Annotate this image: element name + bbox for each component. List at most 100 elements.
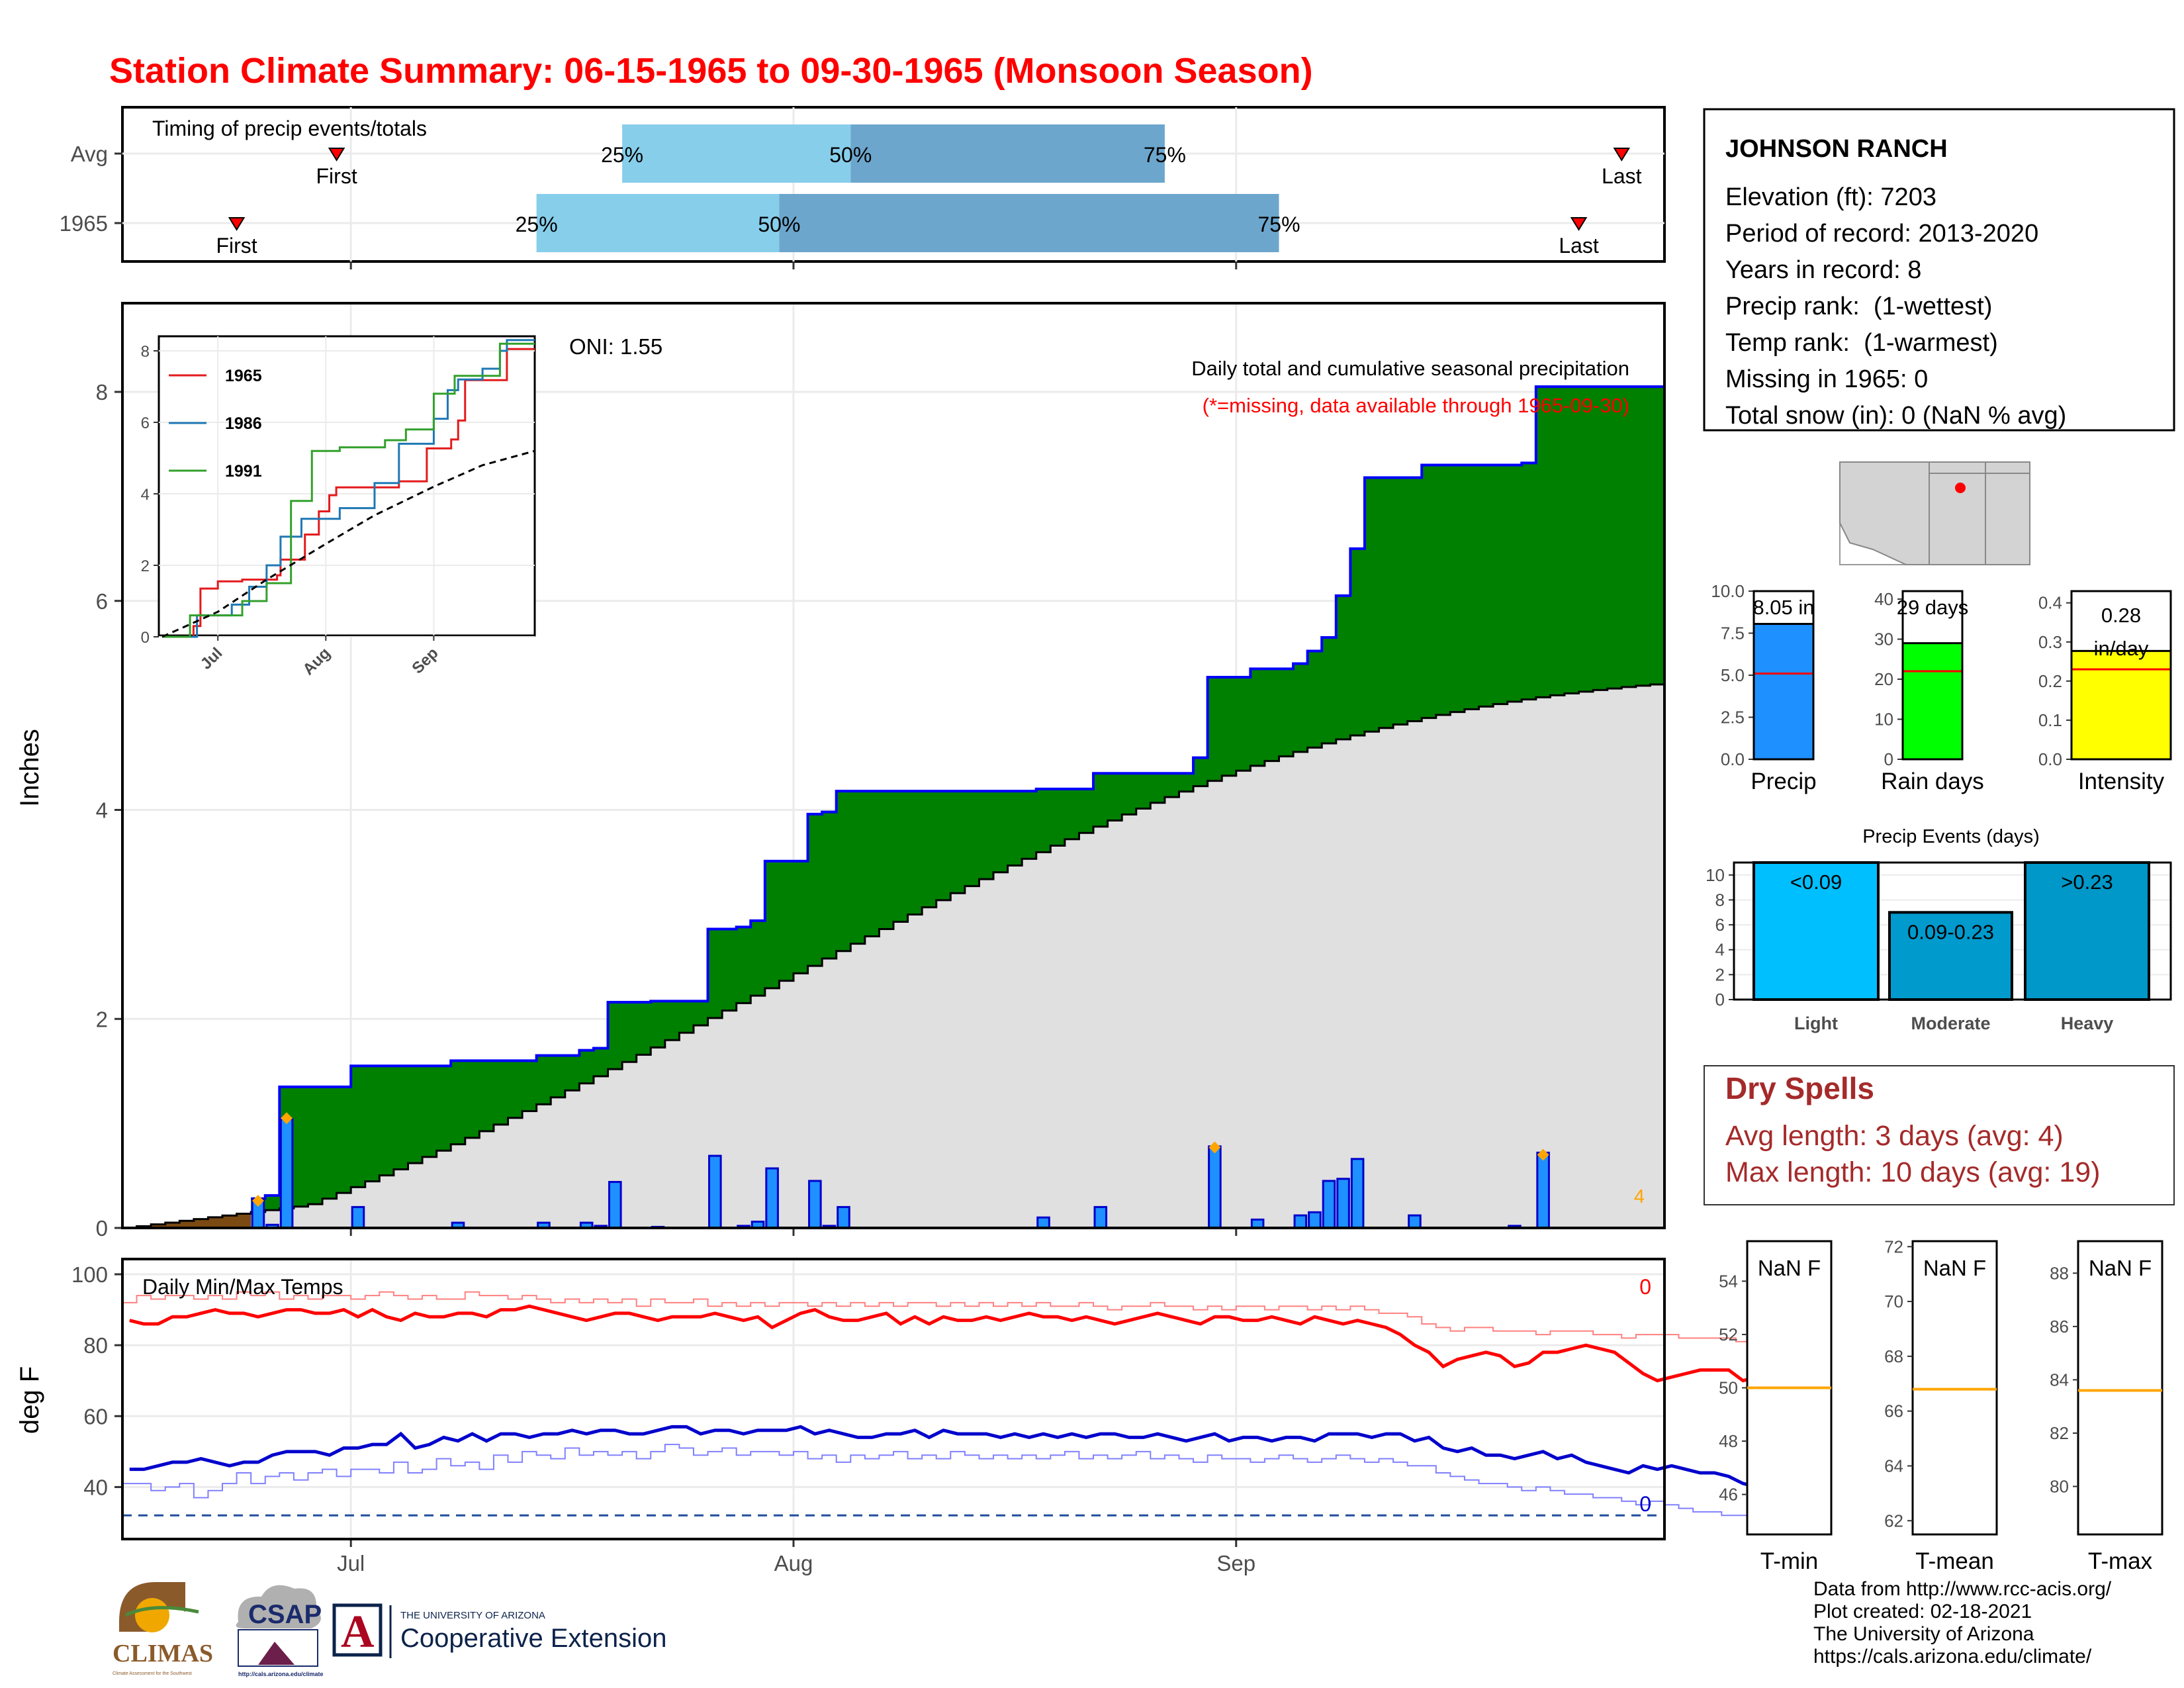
oni-label: ONI: 1.55 <box>569 334 662 359</box>
credit-university: The University of Arizona <box>1813 1623 2034 1645</box>
observed-cumulative-line <box>251 385 1664 1200</box>
timing-last-label: Last <box>1559 234 1599 258</box>
t-mean-ytick-label: 62 <box>1884 1511 1903 1530</box>
logo-strip: CLIMAS Climate Assessment for the Southw… <box>113 1582 666 1677</box>
inset-ytick-label: 2 <box>141 557 150 575</box>
rain-days-ytick-label: 10 <box>1874 710 1893 729</box>
timing-box-50-75 <box>779 194 1279 252</box>
daily-precip-bar <box>1308 1211 1322 1229</box>
timing-box-50-75 <box>850 124 1165 183</box>
timing-box-25-50 <box>622 124 851 183</box>
intensity-value-label: 0.28 <box>2101 604 2141 627</box>
precip-ylabel: Inches <box>15 729 44 807</box>
credits-block: Data from http://www.rcc-acis.org/ Plot … <box>1813 1578 2111 1668</box>
dry-spells-avg: Avg length: 3 days (avg: 4) <box>1725 1120 2064 1152</box>
rain-days-category-label: Rain days <box>1881 769 1984 794</box>
missing-count-label: 4 <box>1634 1186 1645 1207</box>
precip-category-label: Precip <box>1751 769 1816 794</box>
t-mean-ytick-label: 72 <box>1884 1237 1903 1256</box>
events-ytick-label: 6 <box>1715 915 1725 935</box>
t-max-value-label: NaN F <box>2089 1256 2152 1280</box>
events-ytick-label: 2 <box>1715 964 1725 984</box>
average-cumulative-area <box>122 684 1664 1228</box>
daily-precip-bar <box>1336 1178 1350 1229</box>
events-bar-moderate <box>1888 911 2013 1001</box>
events-bar-light <box>1752 861 1880 1001</box>
timing-row-label: Avg <box>71 142 108 166</box>
timing-first-marker <box>228 217 246 231</box>
record-diamond-marker <box>1537 1149 1549 1161</box>
rain-days-bar <box>1901 642 1964 761</box>
precip-ytick-label: 5.0 <box>1721 665 1745 685</box>
t-max-category-label: T-max <box>2088 1548 2153 1574</box>
timing-label: Timing of precip events/totals <box>152 117 427 140</box>
daily-precip-bar <box>708 1154 722 1229</box>
daily-precip-bar <box>351 1205 365 1229</box>
station-location-dot <box>1955 483 1966 493</box>
events-ytick-label: 8 <box>1715 890 1725 910</box>
precip-panel: 0 2 4 6 8 Inches Daily total and cumulative se… <box>15 302 1666 1241</box>
precip-ytick-label: 10.0 <box>1711 581 1745 601</box>
intensity-ytick-label: 0.4 <box>2038 593 2062 613</box>
intensity-category-label: Intensity <box>2078 769 2165 794</box>
inset-ytick-label: 6 <box>141 414 150 432</box>
intensity-bar <box>2070 649 2172 761</box>
events-ytick-label: 0 <box>1715 990 1725 1009</box>
station-missing: Missing in 1965: 0 <box>1725 365 1928 393</box>
rain-days-ytick-label: 20 <box>1874 669 1893 689</box>
average-cumulative-line <box>122 683 1664 1229</box>
locator-map <box>1839 461 2030 565</box>
tmin-average-line <box>122 1444 1779 1520</box>
temp-ytick-label: 60 <box>83 1404 108 1429</box>
events-category-label: Light <box>1794 1013 1838 1033</box>
station-period: Period of record: 2013-2020 <box>1725 220 2038 248</box>
inset-series-avg <box>161 449 535 638</box>
daily-precip-bar <box>1322 1180 1336 1229</box>
timing-first-label: First <box>316 164 357 188</box>
precip-frame <box>121 302 1666 1229</box>
daily-precip-bar <box>765 1167 779 1229</box>
inset-ytick-label: 4 <box>141 486 150 504</box>
daily-precip-bar <box>808 1180 822 1229</box>
daily-precip-bar <box>1036 1216 1050 1229</box>
above-average-area <box>251 387 1664 1212</box>
station-years: Years in record: 8 <box>1725 256 1921 284</box>
daily-precip-bar <box>608 1181 622 1229</box>
temperature-panel: 40 60 80 100 Jul Aug Sep deg F Daily Min/Max Tem… <box>15 1258 1779 1575</box>
dry-spells-box: Dry Spells Avg length: 3 days (avg: 4) M… <box>1704 1065 2175 1205</box>
dry-spells-title: Dry Spells <box>1725 1071 1874 1105</box>
events-bar-label: <0.09 <box>1790 870 1842 894</box>
inset-frame <box>158 335 536 637</box>
temp-ylabel: deg F <box>15 1366 44 1434</box>
rain-days-ytick-label: 40 <box>1874 589 1893 609</box>
tmin-1965-line <box>129 1425 1772 1489</box>
timing-last-marker <box>1613 148 1631 162</box>
temp-frame <box>121 1258 1666 1540</box>
t-max-ytick-label: 82 <box>2050 1423 2069 1443</box>
timing-first-marker <box>328 148 345 162</box>
timing-panel: Timing of precip events/totals Avg 25% 50% 7… <box>60 106 1666 269</box>
climas-logo: CLIMAS Climate Assessment for the Southw… <box>113 1582 213 1676</box>
precip-value-label: 8.05 in <box>1752 596 1814 619</box>
t-max-ytick-label: 86 <box>2050 1317 2069 1336</box>
precip-chart-subtitle: (*=missing, data available through 1965-… <box>1203 394 1629 417</box>
t-mean-ytick-label: 68 <box>1884 1346 1903 1366</box>
dry-spells-max: Max length: 10 days (avg: 19) <box>1725 1156 2100 1188</box>
university-of-arizona-logo: A THE UNIVERSITY OF ARIZONA Cooperative … <box>332 1603 666 1658</box>
credit-url: https://cals.arizona.edu/climate/ <box>1813 1646 2092 1667</box>
inset-legend-label: 1991 <box>225 462 262 481</box>
timing-p25-label: 25% <box>516 212 558 236</box>
tmax-1965-line <box>129 1304 1772 1383</box>
tmin-count-label: 0 <box>1639 1492 1651 1516</box>
summary-bar-charts: 0.0 2.5 5.0 7.5 10.0 8.05 in Precip 0 10 20 30 40 29… <box>1711 581 2172 794</box>
precip-ytick-label: 2.5 <box>1721 708 1745 727</box>
intensity-value-unit: in/day <box>2094 637 2149 660</box>
station-name: JOHNSON RANCH <box>1725 135 1948 163</box>
inset-series-1965 <box>162 348 535 638</box>
intensity-ytick-label: 0.0 <box>2038 749 2062 769</box>
page-title: Station Climate Summary: 06-15-1965 to 0… <box>109 51 1313 91</box>
intensity-ytick-label: 0.2 <box>2038 671 2062 691</box>
precip-ytick-label: 0.0 <box>1721 749 1745 769</box>
daily-precip-bar <box>1408 1214 1422 1229</box>
station-temp-rank: Temp rank: (1-warmest) <box>1725 329 1998 357</box>
